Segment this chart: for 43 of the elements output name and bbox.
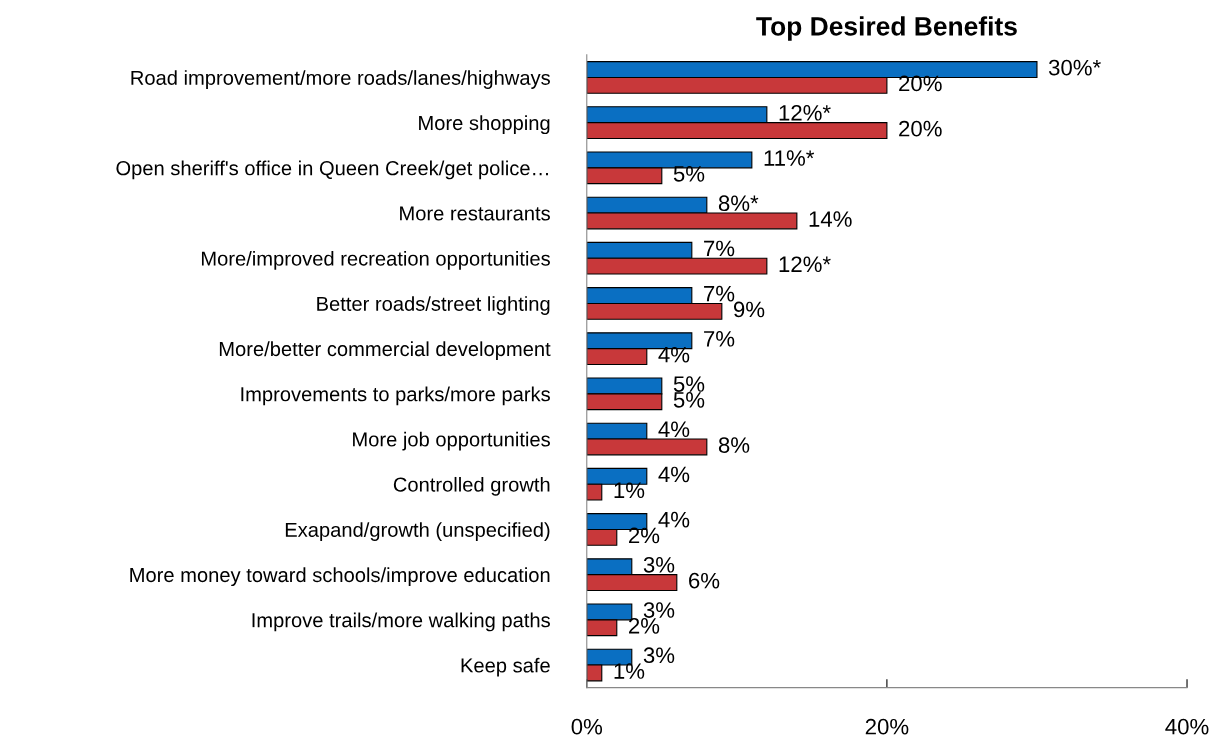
- data-label: 1%: [614, 482, 645, 499]
- y-tick-label: Controlled growth: [393, 476, 550, 496]
- data-label: 8%: [718, 437, 750, 453]
- y-tick-label: More shopping: [419, 115, 550, 135]
- data-label: 7%: [704, 331, 735, 347]
- data-label: 4%: [658, 421, 690, 438]
- data-label: 2%: [629, 617, 660, 634]
- data-label: 7%: [704, 240, 735, 257]
- data-label: 12%*: [779, 104, 831, 121]
- y-tick-label: Improvements to parks/more parks: [241, 386, 550, 406]
- data-label: 6%: [689, 572, 720, 589]
- chart-title: Top Desired Benefits: [756, 16, 1017, 41]
- data-label: 1%: [614, 663, 645, 679]
- data-label: 4%: [658, 466, 690, 483]
- y-tick-label: More money toward schools/improve education: [130, 567, 550, 587]
- data-label: 5%: [673, 392, 705, 408]
- y-tick-label: More/improved recreation opportunities: [201, 250, 550, 270]
- y-tick-label: Open sheriff's office in Queen Creek/get police…: [116, 160, 548, 180]
- x-tick-label: 0%: [571, 718, 603, 735]
- data-label: 9%: [733, 301, 765, 318]
- y-tick-label: Exapand/growth (unspecified): [285, 522, 550, 541]
- data-label: 5%: [673, 376, 705, 392]
- data-label: 7%: [704, 285, 735, 302]
- y-tick-label: Improve trails/more walking paths: [252, 612, 550, 632]
- y-tick-label: Better roads/street lighting: [317, 296, 550, 315]
- data-label: 11%*: [764, 150, 815, 166]
- data-label: 5%: [673, 166, 705, 182]
- y-tick-label: More/better commercial development: [219, 341, 551, 361]
- data-label: 3%: [643, 556, 675, 573]
- data-label: 20%: [899, 120, 942, 137]
- x-tick-label: 40%: [1165, 718, 1209, 735]
- data-label: 12%*: [779, 256, 831, 273]
- y-tick-label: More job opportunities: [353, 431, 550, 451]
- data-label: 3%: [643, 602, 675, 618]
- y-tick-label: Keep safe: [461, 657, 550, 677]
- data-label: 30%*: [1048, 59, 1101, 76]
- data-label: 14%: [809, 211, 852, 227]
- y-tick-label: More restaurants: [400, 206, 550, 221]
- y-tick-label: Road improvement/more roads/lanes/highways: [131, 70, 550, 89]
- x-tick-label: 20%: [865, 718, 909, 735]
- data-label: 4%: [658, 511, 690, 528]
- data-label: 3%: [643, 647, 675, 664]
- data-label: 8%*: [718, 195, 759, 212]
